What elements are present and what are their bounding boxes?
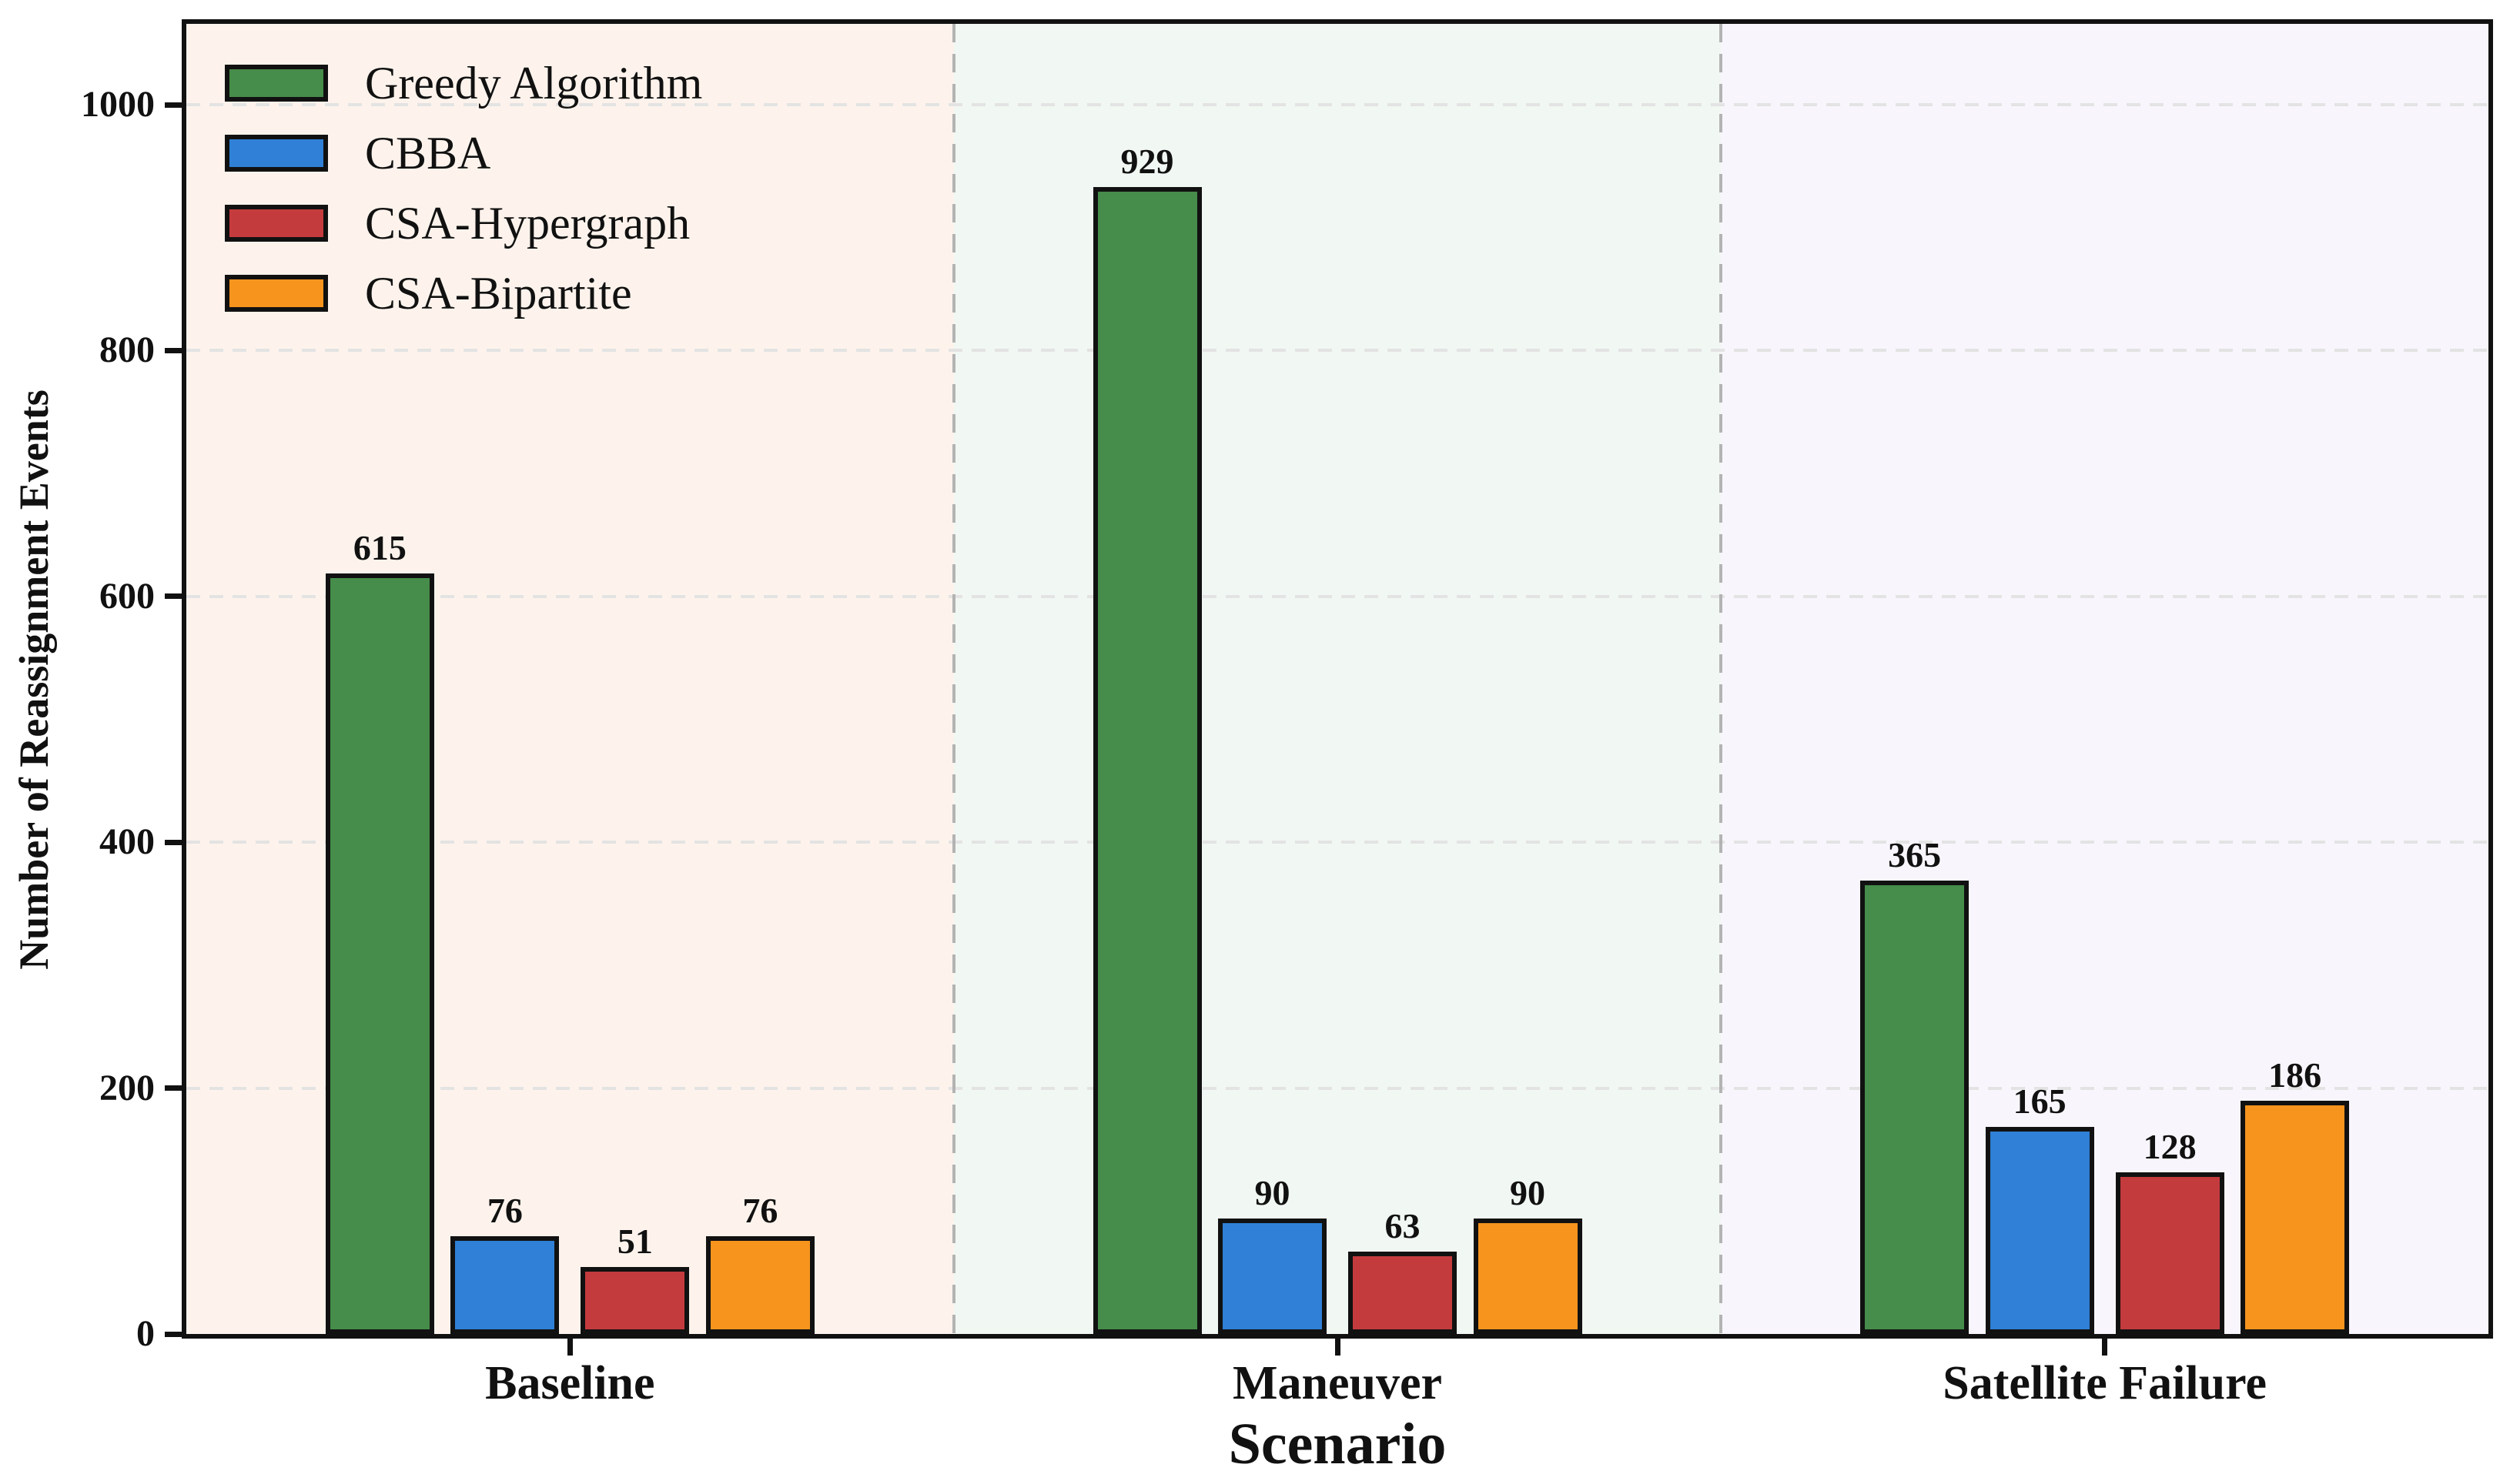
gridline-400 (186, 841, 2488, 844)
legend-item-label: CSA-Bipartite (365, 268, 632, 319)
bar-csa-bipartite-satellite-failure (2241, 1100, 2350, 1334)
bar-value-label: 90 (1510, 1173, 1545, 1213)
bar-value-label: 165 (2013, 1081, 2067, 1121)
y-tick-label-200: 200 (99, 1067, 155, 1108)
bar-value-label: 76 (742, 1190, 778, 1230)
legend-color-patch (225, 275, 328, 312)
x-tick-label-baseline: Baseline (485, 1357, 655, 1409)
gridline-1000 (186, 103, 2488, 106)
bar-value-label: 615 (353, 527, 407, 567)
legend-item-csa-bipartite: CSA-Bipartite (225, 270, 702, 316)
bar-csa-hypergraph-maneuver (1348, 1252, 1457, 1334)
plot-area: 615 76 51 76 929 90 63 90 365 165 128 186 Greedy Al… (182, 19, 2493, 1339)
x-tick-mark-3 (2102, 1339, 2108, 1356)
bar-greedy-algorithm-baseline (325, 573, 434, 1334)
y-tick-label-600: 600 (99, 575, 155, 617)
bar-value-label: 90 (1254, 1173, 1290, 1213)
bar-csa-bipartite-maneuver (1473, 1219, 1582, 1334)
bar-csa-hypergraph-baseline (581, 1266, 690, 1334)
bar-value-label: 128 (2143, 1126, 2197, 1166)
legend-color-patch (225, 135, 328, 172)
bar-cbba-baseline (450, 1235, 560, 1334)
legend: Greedy Algorithm CBBA CSA-Hypergraph CSA-Bi… (225, 60, 702, 345)
gridline-200 (186, 1086, 2488, 1090)
bar-cbba-satellite-failure (1985, 1126, 2094, 1334)
legend-item-csa-hypergraph: CSA-Hypergraph (225, 200, 702, 246)
plot-canvas: 615 76 51 76 929 90 63 90 365 165 128 186 Greedy Al… (186, 24, 2488, 1334)
bar-value-label: 186 (2268, 1055, 2322, 1095)
legend-item-label: CSA-Hypergraph (365, 198, 691, 249)
legend-item-cbba: CBBA (225, 130, 702, 176)
gridline-600 (186, 594, 2488, 598)
y-tick-mark-400 (165, 839, 182, 845)
gridline-800 (186, 349, 2488, 353)
x-axis-title: Scenario (1228, 1412, 1447, 1476)
y-tick-mark-1000 (165, 102, 182, 108)
legend-item-label: CBBA (365, 128, 491, 179)
x-tick-mark-1 (567, 1339, 573, 1356)
legend-item-greedy-algorithm: Greedy Algorithm (225, 60, 702, 106)
scenario-separator-2 (1719, 24, 1723, 1334)
scenario-panel-2 (953, 24, 1722, 1334)
x-tick-mark-2 (1334, 1339, 1340, 1356)
bar-value-label: 63 (1384, 1206, 1421, 1246)
y-axis-title: Number of Reassignment Events (11, 389, 57, 970)
y-tick-label-800: 800 (99, 329, 155, 371)
y-tick-label-400: 400 (99, 821, 155, 863)
bar-greedy-algorithm-satellite-failure (1860, 881, 1969, 1334)
bar-greedy-algorithm-maneuver (1093, 187, 1202, 1334)
scenario-panel-1 (186, 24, 954, 1334)
y-tick-mark-0 (165, 1331, 182, 1337)
bar-csa-hypergraph-satellite-failure (2115, 1172, 2224, 1334)
x-tick-label-satellite-failure: Satellite Failure (1943, 1357, 2267, 1409)
y-tick-label-1000: 1000 (81, 84, 155, 125)
y-tick-mark-600 (165, 593, 182, 600)
scenario-panel-3 (1721, 24, 2488, 1334)
bar-value-label: 76 (487, 1190, 523, 1230)
bar-value-label: 365 (1888, 835, 1942, 875)
y-tick-mark-200 (165, 1085, 182, 1092)
bar-value-label: 929 (1120, 142, 1174, 182)
legend-color-patch (225, 65, 328, 102)
scenario-separator-1 (952, 24, 955, 1334)
legend-color-patch (225, 205, 328, 242)
y-tick-label-0: 0 (136, 1313, 155, 1354)
bar-value-label: 51 (617, 1221, 653, 1261)
bar-csa-bipartite-baseline (705, 1235, 815, 1334)
y-tick-mark-800 (165, 347, 182, 353)
x-tick-label-maneuver: Maneuver (1232, 1357, 1443, 1409)
bar-cbba-maneuver (1218, 1219, 1327, 1334)
legend-item-label: Greedy Algorithm (365, 58, 703, 109)
